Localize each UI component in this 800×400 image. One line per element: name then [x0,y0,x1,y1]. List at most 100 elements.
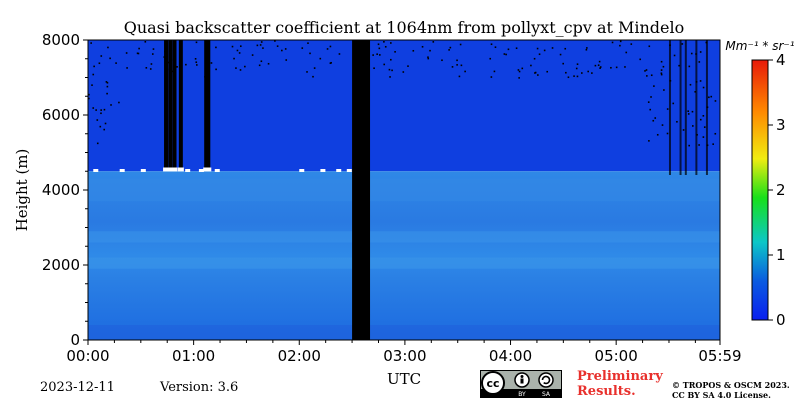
noise-pixel [692,125,694,127]
noise-pixel [151,53,154,55]
noise-pixel [619,40,622,43]
colorbar-tick-label: 0 [776,311,786,329]
noise-pixel [610,66,612,69]
noise-pixel [551,47,554,49]
noise-pixel [390,42,392,44]
cloud-shadow-column [204,40,209,172]
noise-pixel [407,65,409,67]
colorbar-unit-label: Mm⁻¹ * sr⁻¹ [725,39,794,53]
noise-pixel [93,65,95,68]
cloud-shadow-column [705,40,708,175]
noise-pixel [702,115,705,117]
aerosol-sublayer [88,325,720,340]
noise-pixel [599,66,602,68]
noise-pixel [306,71,308,73]
noise-pixel [698,144,700,146]
noise-pixel [329,62,332,65]
noise-pixel [215,68,217,71]
noise-pixel [703,126,706,128]
noise-pixel [460,64,463,67]
noise-pixel [338,53,341,55]
free-troposphere-band [88,40,720,172]
noise-pixel [672,102,675,105]
noise-pixel [100,55,103,57]
noise-pixel [98,62,101,65]
noise-pixel [126,67,128,69]
noise-pixel [92,107,95,109]
noise-pixel [125,52,128,54]
noise-pixel [149,68,152,70]
aerosol-sublayer [88,257,720,269]
noise-pixel [587,70,589,73]
noise-pixel [427,56,429,59]
noise-pixel [490,76,493,78]
colorbar-tick-label: 3 [776,116,786,134]
noise-pixel [534,72,536,74]
cloud-base-pixel [185,169,191,172]
y-tick-label: 0 [70,331,80,349]
noise-pixel [712,143,714,145]
cloud-shadow-column [679,40,682,175]
svg-text:BY: BY [518,391,526,398]
noise-pixel [518,77,520,79]
noise-pixel [319,57,322,60]
noise-pixel [660,69,663,71]
preliminary-results-note: Preliminary Results. [577,369,663,399]
noise-pixel [688,65,691,68]
version-label: Version: 3.6 [160,380,239,395]
noise-pixel [377,43,380,46]
noise-pixel [666,132,669,135]
noise-pixel [518,70,521,73]
noise-pixel [391,69,393,72]
noise-pixel [329,45,332,48]
noise-pixel [449,46,452,49]
noise-pixel [660,60,663,63]
noise-pixel [597,64,600,67]
noise-pixel [152,48,155,50]
noise-pixel [699,118,702,121]
noise-pixel [106,85,109,88]
noise-pixel [689,83,692,86]
colorbar-axis: 0 1 2 3 4 [768,51,786,329]
noise-pixel [538,53,541,56]
noise-pixel [654,117,657,119]
noise-pixel [233,57,235,60]
noise-pixel [694,90,697,93]
noise-pixel [581,72,583,74]
x-tick-label: 04:00 [489,347,532,365]
noise-pixel [138,47,140,50]
noise-pixel [231,45,234,48]
noise-pixel [96,142,99,145]
cloud-base-pixel [198,169,204,172]
x-tick-label: 01:00 [172,347,215,365]
svg-text:SA: SA [542,391,551,398]
no-data-gap [352,40,371,340]
noise-pixel [106,92,108,95]
noise-pixel [402,71,405,73]
noise-pixel [653,85,655,87]
noise-pixel [599,67,601,69]
cloud-base-pixel [167,167,174,172]
noise-pixel [699,80,702,82]
noise-pixel [585,48,588,51]
noise-pixel [619,44,621,47]
aerosol-sublayer [88,178,720,202]
noise-pixel [390,58,392,61]
noise-pixel [647,101,650,103]
noise-pixel [150,63,153,65]
noise-pixel [195,61,198,64]
noise-pixel [115,62,117,64]
noise-pixel [394,51,396,53]
noise-pixel [688,144,690,147]
noise-pixel [90,42,92,44]
noise-pixel [567,76,570,79]
noise-pixel [676,120,678,123]
noise-pixel [646,75,648,77]
noise-pixel [536,47,539,50]
noise-pixel [594,64,597,67]
noise-pixel [699,51,702,53]
noise-pixel [285,59,288,61]
noise-pixel [239,45,242,47]
noise-pixel [262,47,264,49]
